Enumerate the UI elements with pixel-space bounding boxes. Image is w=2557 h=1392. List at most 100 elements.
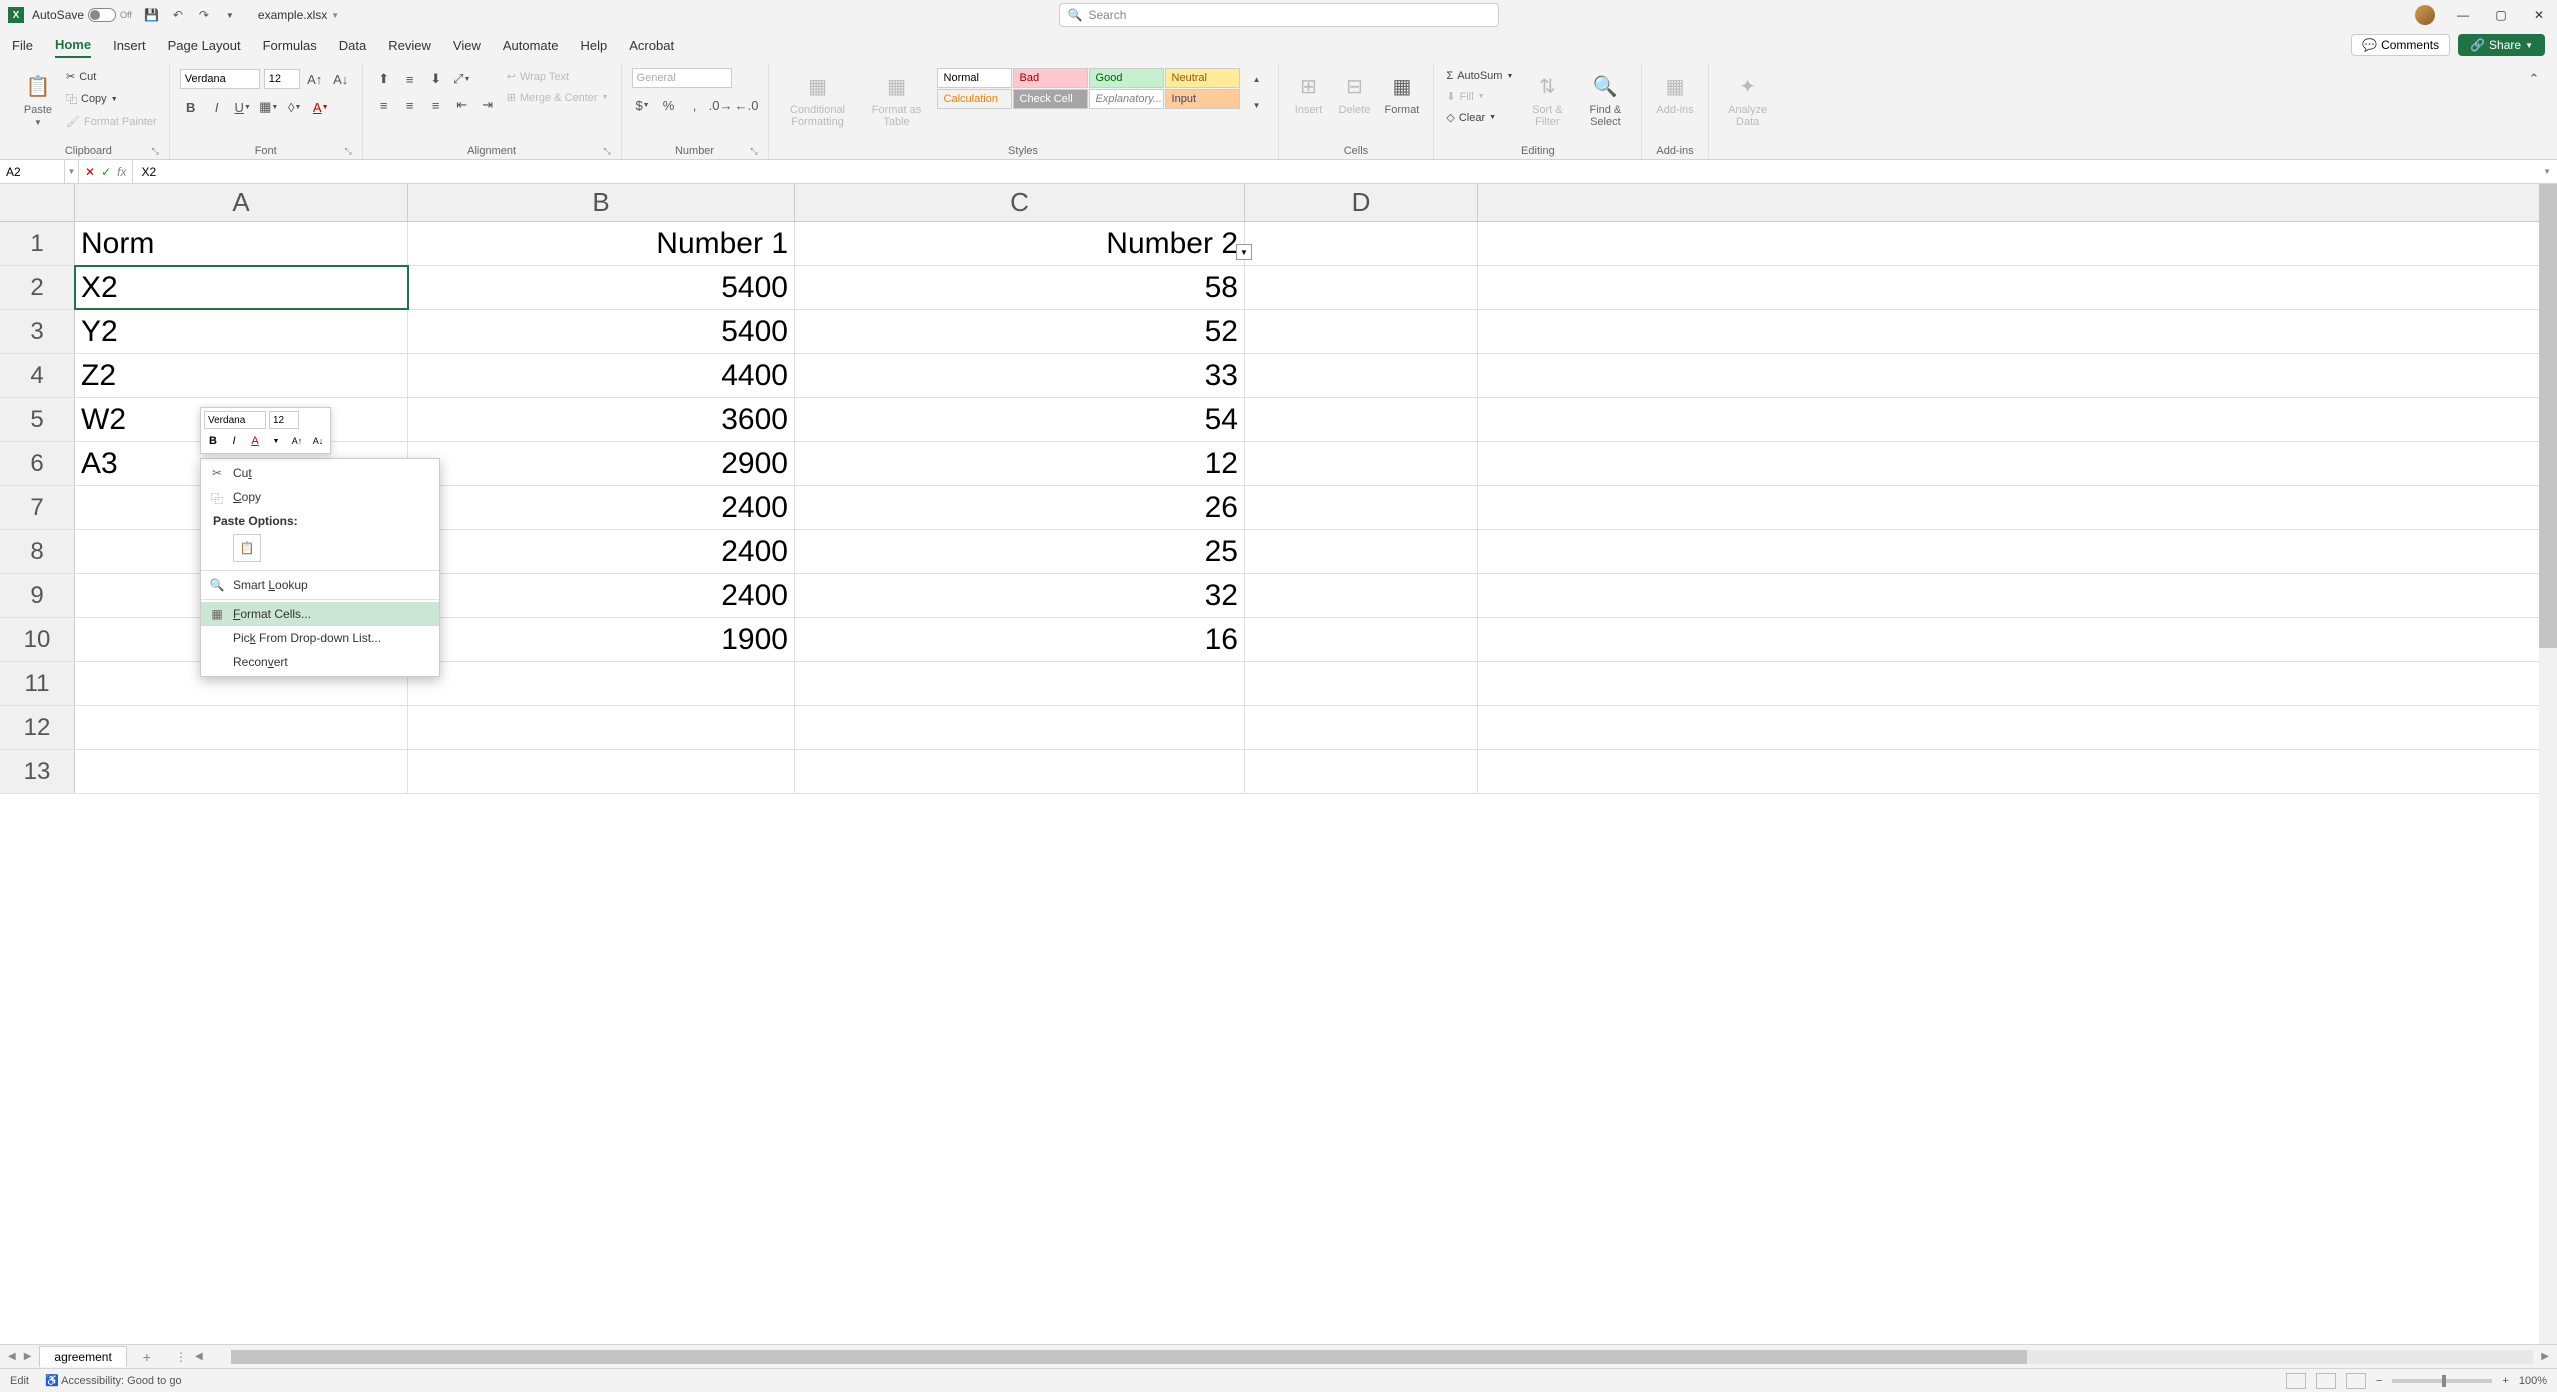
addins-button[interactable]: ▦Add-ins: [1652, 68, 1697, 118]
align-center-icon[interactable]: ≡: [399, 94, 421, 116]
cell-A1[interactable]: Norm: [75, 222, 408, 265]
fill-color-button[interactable]: ◊▼: [284, 96, 306, 118]
row-header[interactable]: 13: [0, 750, 75, 793]
filename-dropdown-icon[interactable]: ▼: [331, 11, 339, 20]
increase-indent-icon[interactable]: ⇥: [477, 94, 499, 116]
status-accessibility[interactable]: ♿ Accessibility: Good to go: [45, 1374, 182, 1387]
comma-icon[interactable]: ,: [684, 94, 706, 116]
formula-input[interactable]: X2: [133, 165, 2537, 179]
cell-C5[interactable]: 54: [795, 398, 1245, 441]
cell-A12[interactable]: [75, 706, 408, 749]
formula-expand-icon[interactable]: ▼: [2537, 167, 2557, 176]
sheet-tabs-menu-icon[interactable]: ⋮: [175, 1350, 187, 1364]
cell-C13[interactable]: [795, 750, 1245, 793]
share-button[interactable]: 🔗 Share ▼: [2458, 34, 2545, 56]
collapse-ribbon-icon[interactable]: ⌃: [2523, 68, 2545, 90]
number-format-select[interactable]: [632, 68, 732, 88]
cell-B10[interactable]: 1900: [408, 618, 795, 661]
mini-font-select[interactable]: [204, 411, 266, 429]
paste-option-default[interactable]: 📋: [233, 534, 261, 562]
autosave-toggle[interactable]: AutoSave Off: [32, 8, 132, 22]
cell-A4[interactable]: Z2: [75, 354, 408, 397]
view-page-break-icon[interactable]: [2346, 1373, 2366, 1389]
orientation-icon[interactable]: ⤢▼: [451, 68, 473, 90]
cell-D5[interactable]: [1245, 398, 1478, 441]
horizontal-scroll-thumb[interactable]: [231, 1350, 2027, 1364]
style-check-cell[interactable]: Check Cell: [1013, 89, 1088, 109]
cell-D13[interactable]: [1245, 750, 1478, 793]
font-name-select[interactable]: [180, 69, 260, 89]
col-header-D[interactable]: D: [1245, 184, 1478, 221]
find-select-button[interactable]: 🔍Find & Select: [1579, 68, 1631, 130]
fill-button[interactable]: ⬇Fill ▼: [1444, 88, 1515, 105]
font-dialog-icon[interactable]: ⤡: [345, 146, 352, 157]
zoom-level[interactable]: 100%: [2519, 1375, 2547, 1387]
cell-A13[interactable]: [75, 750, 408, 793]
tab-view[interactable]: View: [453, 34, 481, 57]
autosum-button[interactable]: ΣAutoSum ▼: [1444, 68, 1515, 84]
cell-D9[interactable]: [1245, 574, 1478, 617]
clear-button[interactable]: ◇Clear ▼: [1444, 109, 1515, 126]
ctx-reconvert[interactable]: Reconvert: [201, 650, 439, 674]
cell-C8[interactable]: 25: [795, 530, 1245, 573]
col-header-B[interactable]: B: [408, 184, 795, 221]
row-header[interactable]: 11: [0, 662, 75, 705]
cut-button[interactable]: ✂Cut: [64, 68, 159, 85]
tab-insert[interactable]: Insert: [113, 34, 146, 57]
vertical-scrollbar[interactable]: [2539, 184, 2557, 1344]
mini-font-color-dropdown-icon[interactable]: ▼: [267, 432, 285, 450]
cell-B7[interactable]: 2400: [408, 486, 795, 529]
name-box-dropdown-icon[interactable]: ▼: [65, 160, 79, 183]
tab-home[interactable]: Home: [55, 33, 91, 58]
bold-button[interactable]: B: [180, 96, 202, 118]
close-button[interactable]: ✕: [2529, 5, 2549, 25]
row-header[interactable]: 1: [0, 222, 75, 265]
format-cells-button[interactable]: ▦Format: [1381, 68, 1424, 118]
ctx-smart-lookup[interactable]: 🔍Smart Lookup: [201, 573, 439, 597]
percent-icon[interactable]: %: [658, 94, 680, 116]
cell-B9[interactable]: 2400: [408, 574, 795, 617]
mini-increase-font-icon[interactable]: A↑: [288, 432, 306, 450]
filter-dropdown-icon[interactable]: ▼: [1236, 244, 1252, 260]
tab-formulas[interactable]: Formulas: [263, 34, 317, 57]
maximize-button[interactable]: ▢: [2491, 5, 2511, 25]
cell-B4[interactable]: 4400: [408, 354, 795, 397]
mini-size-select[interactable]: [269, 411, 299, 429]
view-page-layout-icon[interactable]: [2316, 1373, 2336, 1389]
row-header[interactable]: 2: [0, 266, 75, 309]
zoom-slider[interactable]: [2392, 1379, 2492, 1383]
increase-decimal-icon[interactable]: .0→: [710, 94, 732, 116]
cell-C9[interactable]: 32: [795, 574, 1245, 617]
number-dialog-icon[interactable]: ⤡: [750, 146, 757, 157]
cell-B1[interactable]: Number 1: [408, 222, 795, 265]
tab-page-layout[interactable]: Page Layout: [168, 34, 241, 57]
row-header[interactable]: 12: [0, 706, 75, 749]
wrap-text-button[interactable]: ↩Wrap Text: [505, 68, 611, 85]
minimize-button[interactable]: —: [2453, 5, 2473, 25]
cell-C12[interactable]: [795, 706, 1245, 749]
cell-C7[interactable]: 26: [795, 486, 1245, 529]
undo-icon[interactable]: ↶: [170, 7, 186, 23]
formula-accept-icon[interactable]: ✓: [101, 165, 111, 179]
conditional-formatting-button[interactable]: ▦Conditional Formatting: [779, 68, 857, 130]
cell-D7[interactable]: [1245, 486, 1478, 529]
comments-button[interactable]: 💬 Comments: [2351, 34, 2450, 56]
cell-D8[interactable]: [1245, 530, 1478, 573]
save-icon[interactable]: 💾: [144, 7, 160, 23]
col-header-A[interactable]: A: [75, 184, 408, 221]
italic-button[interactable]: I: [206, 96, 228, 118]
select-all-corner[interactable]: [0, 184, 75, 221]
cell-C4[interactable]: 33: [795, 354, 1245, 397]
tab-file[interactable]: File: [12, 34, 33, 57]
qat-dropdown-icon[interactable]: ▼: [222, 7, 238, 23]
tab-data[interactable]: Data: [339, 34, 366, 57]
copy-button[interactable]: ⿻Copy ▼: [64, 89, 159, 109]
row-header[interactable]: 7: [0, 486, 75, 529]
add-sheet-button[interactable]: +: [135, 1349, 159, 1365]
analyze-data-button[interactable]: ✦Analyze Data: [1719, 68, 1777, 130]
zoom-in-icon[interactable]: +: [2502, 1375, 2508, 1387]
hscroll-left-icon[interactable]: ◀: [195, 1351, 203, 1362]
style-explanatory[interactable]: Explanatory...: [1089, 89, 1164, 109]
font-size-select[interactable]: [264, 69, 300, 89]
paste-button[interactable]: 📋 Paste ▼: [18, 68, 58, 129]
